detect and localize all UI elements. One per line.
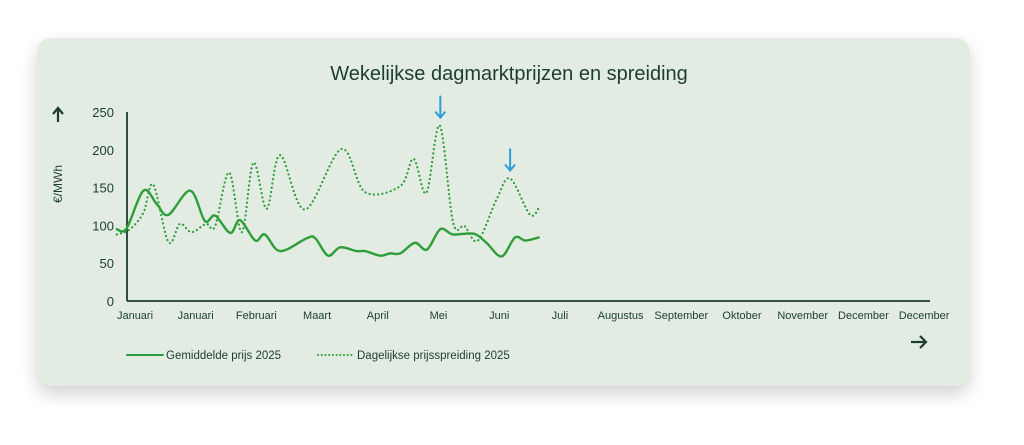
legend-label-2: Dagelijkse prijsspreiding 2025 [357, 350, 510, 362]
x-tick-label: Juli [552, 310, 569, 322]
x-tick-label: Februari [236, 310, 277, 322]
annotation-arrow-icon [504, 148, 516, 173]
y-axis-label: €/MWh [51, 165, 65, 203]
x-tick-label: Januari [178, 310, 214, 322]
arrow-head [434, 110, 447, 120]
x-tick-label: November [777, 310, 828, 322]
chart-title: Wekelijkse dagmarktprijzen en spreiding [330, 63, 688, 85]
x-tick-label: April [367, 310, 389, 322]
x-tick-label: September [654, 310, 708, 322]
y-tick-label: 150 [92, 181, 114, 196]
x-tick-label: Maart [303, 310, 331, 322]
y-tick-label: 50 [100, 256, 114, 271]
series-line-1 [115, 188, 540, 258]
chart-card [37, 38, 970, 386]
y-tick-label: 100 [92, 218, 114, 233]
x-tick-label: December [838, 310, 889, 322]
x-tick-label: Mei [430, 310, 448, 322]
series-line-2 [115, 124, 541, 245]
x-tick-label: Augustus [598, 310, 644, 322]
x-axis-arrow-icon [911, 335, 928, 349]
x-tick-label: Juni [489, 310, 509, 322]
x-tick-label: Januari [117, 310, 153, 322]
x-tick-label: December [899, 310, 950, 322]
y-tick-label: 200 [92, 143, 114, 158]
y-axis-arrow-icon [52, 106, 64, 122]
legend-label-1: Gemiddelde prijs 2025 [166, 350, 281, 362]
y-tick-label: 0 [107, 294, 114, 309]
annotation-arrow-icon [434, 95, 447, 120]
x-tick-label: Oktober [722, 310, 761, 322]
y-tick-label: 250 [92, 105, 114, 120]
arrow-head [504, 163, 516, 173]
